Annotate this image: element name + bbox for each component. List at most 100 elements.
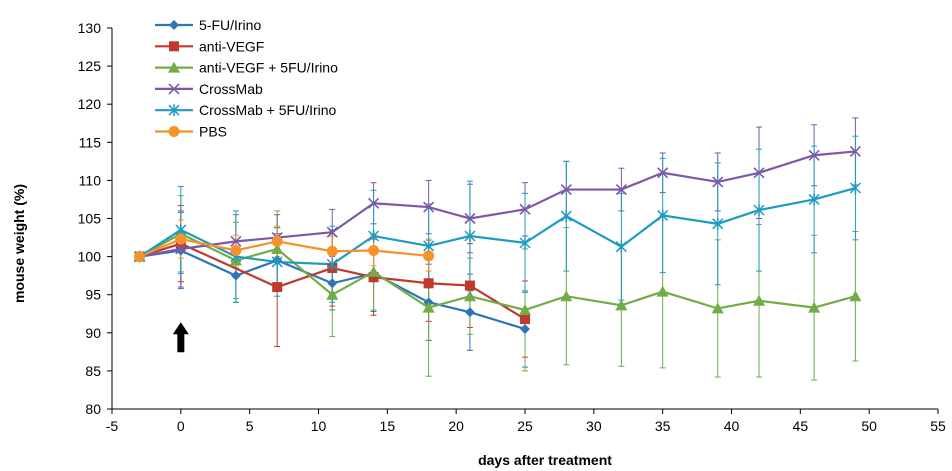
data-point [657, 167, 669, 179]
data-point [423, 278, 434, 289]
y-ticks: 80 85 90 95 100 105 110 115 120 125 130 [78, 20, 112, 417]
data-point [753, 204, 765, 217]
y-tick-label: 80 [85, 401, 101, 417]
data-point [271, 255, 283, 268]
data-point [271, 235, 283, 247]
y-axis-title: mouse weight (%) [11, 184, 27, 303]
series-line [138, 186, 856, 266]
x-tick-label: 55 [930, 418, 946, 434]
data-point [230, 235, 242, 247]
x-axis-title: days after treatment [478, 452, 612, 468]
x-tick-label: 20 [448, 418, 464, 434]
data-point [615, 183, 627, 196]
data-point [560, 290, 573, 302]
legend-label: 5-FU/Irino [199, 17, 261, 33]
data-point [712, 176, 724, 188]
x-tick-label: 10 [311, 418, 327, 434]
legend-item: anti-VEGF + 5FU/Irino [155, 60, 338, 76]
data-point [464, 212, 476, 225]
x-tick-label: 15 [380, 418, 396, 434]
data-point [175, 233, 187, 245]
x-tick-label: -5 [106, 418, 119, 434]
data-point [327, 278, 338, 289]
data-point [423, 201, 435, 213]
legend-label: anti-VEGF [199, 38, 264, 54]
x-tick-label: 5 [246, 418, 254, 434]
data-point [560, 210, 572, 223]
y-tick-label: 105 [78, 211, 102, 227]
legend-item: anti-VEGF [155, 38, 264, 54]
data-point [368, 245, 380, 257]
data-point [464, 230, 476, 243]
data-point [711, 302, 724, 314]
data-point [712, 217, 724, 230]
data-point [463, 290, 476, 302]
data-point [519, 236, 531, 249]
data-point [367, 265, 380, 277]
series-markers-layer [133, 145, 862, 334]
data-point [169, 41, 179, 52]
legend-item: CrossMab [155, 81, 263, 97]
legend-label: CrossMab [199, 81, 263, 97]
y-tick-label: 85 [85, 363, 101, 379]
y-tick-label: 115 [79, 134, 102, 150]
data-point [464, 307, 475, 318]
series-line [139, 242, 526, 321]
data-point [168, 104, 180, 117]
legend-label: CrossMab + 5FU/Irino [199, 102, 337, 118]
legend-label: anti-VEGF + 5FU/Irino [199, 60, 338, 76]
data-point [753, 167, 765, 179]
data-point [271, 242, 284, 254]
x-tick-label: 25 [517, 418, 533, 434]
data-point [326, 288, 339, 300]
x-tick-label: 0 [177, 418, 185, 434]
data-point [520, 314, 530, 325]
data-point [326, 226, 338, 238]
y-tick-label: 130 [78, 20, 102, 36]
data-point [464, 280, 475, 291]
data-point [519, 303, 531, 315]
data-point [808, 193, 820, 206]
data-point [615, 299, 628, 311]
data-point [168, 126, 180, 137]
y-tick-label: 90 [85, 325, 101, 341]
data-point [272, 282, 283, 293]
x-ticks: -5 0 5 10 15 20 25 30 35 40 45 50 55 [106, 409, 946, 434]
y-tick-label: 95 [85, 287, 101, 303]
data-point [560, 183, 572, 196]
data-point [230, 245, 242, 257]
legend: 5-FU/Irino anti-VEGF anti-VEGF + 5FU/Irino… [155, 17, 338, 140]
data-point [368, 197, 380, 209]
treatment-arrow-icon [172, 322, 189, 353]
data-point [520, 323, 530, 334]
y-tick-label: 110 [79, 172, 102, 188]
x-tick-label: 50 [861, 418, 877, 434]
y-tick-label: 125 [78, 58, 102, 74]
data-point [753, 294, 766, 306]
data-point [849, 182, 861, 195]
data-point [326, 258, 338, 271]
data-point [422, 301, 435, 313]
x-tick-label: 45 [793, 418, 809, 434]
data-point [849, 145, 861, 158]
data-point [168, 83, 180, 95]
data-point [808, 301, 821, 313]
series-lines-layer [138, 150, 856, 331]
y-tick-label: 100 [78, 249, 102, 265]
legend-label: PBS [199, 124, 227, 140]
up-arrow-icon [172, 322, 189, 353]
data-point [656, 285, 669, 297]
data-point [368, 230, 380, 243]
legend-item: 5-FU/Irino [155, 17, 261, 33]
x-tick-label: 30 [586, 418, 602, 434]
data-point [808, 149, 820, 161]
data-point [326, 245, 338, 257]
data-point [615, 240, 627, 253]
data-point [134, 251, 146, 263]
data-point [423, 250, 435, 262]
data-point [368, 272, 379, 283]
legend-item: PBS [155, 124, 227, 140]
legend-item: CrossMab + 5FU/Irino [155, 102, 337, 118]
y-tick-label: 120 [78, 96, 102, 112]
